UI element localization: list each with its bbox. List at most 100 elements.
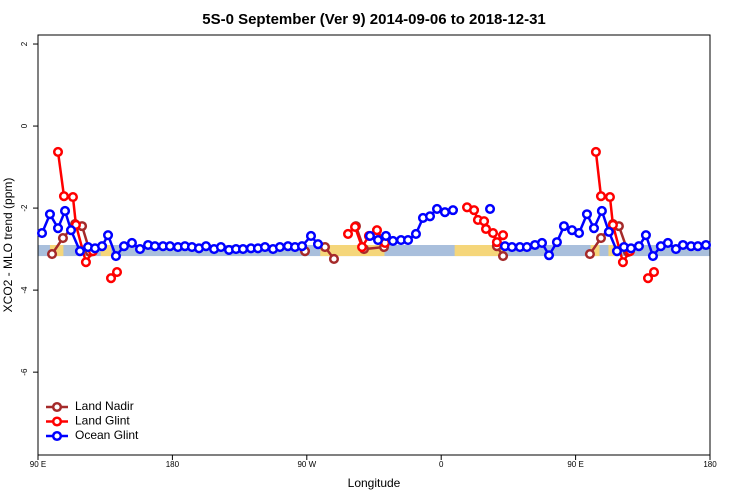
data-point <box>506 242 518 253</box>
x-tick-label: 180 <box>166 460 180 469</box>
data-point <box>604 191 615 203</box>
y-tick-label: -6 <box>20 368 29 376</box>
data-point <box>662 237 673 248</box>
data-point <box>357 242 368 253</box>
data-point <box>312 239 324 250</box>
data-point <box>480 223 492 235</box>
data-point <box>633 241 644 252</box>
data-point <box>371 225 383 236</box>
data-point <box>74 246 86 257</box>
data-point <box>536 237 548 248</box>
data-point <box>274 242 285 253</box>
data-point <box>596 205 607 217</box>
data-point <box>611 246 623 257</box>
data-point <box>439 207 450 218</box>
data-point <box>543 250 555 261</box>
data-point <box>617 257 628 268</box>
data-point <box>487 228 499 239</box>
data-point <box>603 226 614 237</box>
data-point <box>342 228 354 239</box>
data-point <box>590 146 601 157</box>
data-point <box>424 211 436 222</box>
legend-marker <box>51 401 63 413</box>
highlight-span <box>454 245 506 257</box>
legend-label: Ocean Glint <box>75 428 139 442</box>
x-tick-label: 0 <box>439 460 444 469</box>
data-point <box>558 221 570 232</box>
data-point <box>692 241 703 252</box>
data-point <box>521 242 532 253</box>
x-axis-label: Longitude <box>348 476 401 490</box>
data-point <box>97 241 108 252</box>
data-point <box>65 225 77 236</box>
data-point <box>642 273 654 284</box>
data-point <box>305 230 317 242</box>
data-point <box>118 241 130 252</box>
data-point <box>80 257 91 268</box>
data-point <box>52 223 64 234</box>
x-tick-label: 90 W <box>297 460 316 469</box>
data-point <box>387 235 399 246</box>
x-tick-label: 180 <box>703 460 717 469</box>
x-tick-label: 90 E <box>30 460 46 469</box>
data-point <box>595 191 607 202</box>
data-point <box>67 191 78 203</box>
data-point <box>431 203 443 214</box>
data-point <box>497 230 509 241</box>
data-point <box>647 251 659 262</box>
data-point <box>573 228 585 239</box>
data-point <box>595 232 607 244</box>
data-point <box>372 235 384 246</box>
y-tick-label: -4 <box>20 286 29 294</box>
data-point <box>149 241 160 252</box>
data-point <box>126 237 137 248</box>
data-point <box>584 248 595 260</box>
data-point <box>102 230 114 241</box>
data-point <box>588 223 600 234</box>
highlight-span <box>49 245 64 257</box>
data-point <box>259 242 271 253</box>
data-point <box>349 221 361 233</box>
data-point <box>677 239 689 251</box>
data-point <box>46 248 58 260</box>
data-point <box>484 203 496 214</box>
y-axis-label: XCO2 - MLO trend (ppm) <box>1 178 15 313</box>
data-point <box>640 230 651 241</box>
data-point <box>581 209 592 220</box>
data-point <box>111 267 123 278</box>
data-point <box>479 216 490 227</box>
data-point <box>296 241 308 252</box>
data-point <box>625 243 637 254</box>
chart-title: 5S-0 September (Ver 9) 2014-09-06 to 201… <box>202 11 546 28</box>
data-point <box>447 205 459 216</box>
y-tick-label: -2 <box>20 204 29 212</box>
data-point <box>36 228 48 239</box>
data-point <box>215 242 226 253</box>
legend-label: Land Nadir <box>75 399 134 413</box>
y-tick-label: 0 <box>20 123 29 128</box>
legend-marker <box>51 416 63 427</box>
data-point <box>491 237 502 248</box>
data-point <box>700 239 712 251</box>
data-point <box>410 228 422 239</box>
data-point <box>164 241 176 252</box>
highlight-span <box>100 245 112 257</box>
data-point <box>380 230 391 242</box>
legend-marker <box>51 430 63 442</box>
data-point <box>364 230 376 242</box>
data-point <box>551 237 562 248</box>
data-point <box>52 146 64 157</box>
data-point <box>607 219 618 230</box>
data-point <box>44 209 55 220</box>
data-point <box>59 205 71 217</box>
data-point <box>200 241 212 252</box>
highlight-span <box>590 245 600 257</box>
data-point <box>110 251 122 262</box>
data-point <box>58 191 70 202</box>
x-tick-label: 90 E <box>567 460 583 469</box>
data-point <box>134 244 146 255</box>
data-point <box>57 232 68 244</box>
data-point <box>237 244 249 255</box>
y-tick-label: 2 <box>20 41 29 46</box>
